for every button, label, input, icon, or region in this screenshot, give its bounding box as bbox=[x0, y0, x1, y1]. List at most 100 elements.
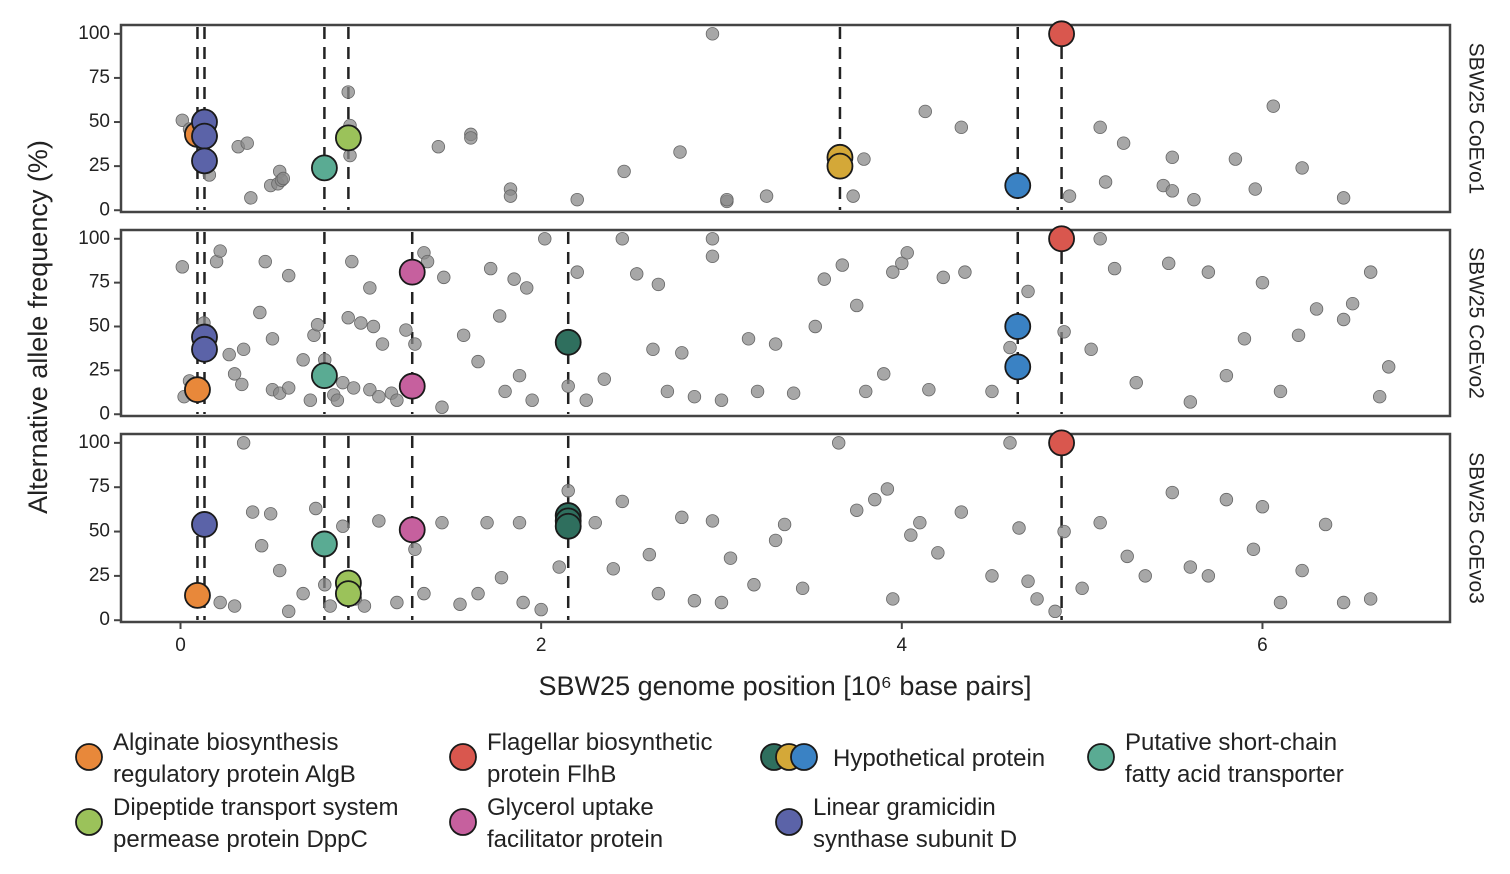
point bbox=[1093, 232, 1107, 246]
point bbox=[282, 604, 296, 619]
point bbox=[831, 436, 846, 450]
legend-item: Linear gramicidin synthase subunit D bbox=[775, 794, 1017, 853]
point bbox=[1246, 542, 1261, 556]
point bbox=[705, 249, 720, 264]
point bbox=[534, 602, 548, 617]
y-tick-label: 0 bbox=[99, 403, 110, 424]
point bbox=[868, 492, 882, 507]
point bbox=[431, 140, 446, 154]
point bbox=[918, 104, 932, 119]
point bbox=[1116, 136, 1131, 150]
point bbox=[1084, 342, 1098, 357]
point bbox=[1138, 569, 1152, 583]
point bbox=[453, 597, 467, 611]
legend-item: Hypothetical protein bbox=[760, 743, 1045, 772]
y-axis-title: Alternative allele frequency (%) bbox=[23, 140, 53, 514]
point bbox=[1201, 569, 1216, 583]
point bbox=[240, 136, 254, 150]
point bbox=[341, 311, 355, 325]
highlight-point bbox=[191, 122, 218, 150]
point bbox=[408, 542, 422, 556]
point bbox=[222, 347, 236, 362]
point bbox=[1120, 549, 1134, 564]
point bbox=[1219, 492, 1234, 507]
point bbox=[1048, 604, 1062, 619]
point bbox=[282, 268, 296, 283]
x-tick-label: 2 bbox=[536, 635, 547, 656]
point bbox=[175, 113, 190, 127]
point bbox=[265, 332, 280, 346]
point bbox=[503, 189, 518, 203]
point bbox=[846, 189, 860, 203]
facet-panel: 0 25 50 75 100 SBW25 CoEvo1 bbox=[78, 20, 1487, 220]
highlight-point bbox=[398, 516, 426, 544]
point bbox=[877, 367, 891, 381]
point bbox=[1093, 515, 1107, 530]
point bbox=[561, 379, 575, 393]
point bbox=[1187, 192, 1201, 207]
point bbox=[245, 505, 260, 519]
point bbox=[227, 367, 242, 381]
legend-item: Flagellar biosynthetic protein FlhB bbox=[449, 729, 712, 788]
point bbox=[859, 384, 873, 399]
point bbox=[759, 189, 774, 203]
point bbox=[1129, 375, 1143, 390]
legend-swatch bbox=[75, 743, 103, 771]
point bbox=[435, 400, 449, 414]
point bbox=[1165, 184, 1179, 198]
point bbox=[236, 342, 251, 357]
legend-label: Linear gramicidin bbox=[813, 794, 996, 821]
x-tick-label: 4 bbox=[897, 635, 908, 656]
legend-label: Putative short-chain bbox=[1125, 729, 1337, 756]
point bbox=[1237, 332, 1252, 346]
legend-swatch bbox=[775, 808, 803, 836]
point bbox=[498, 384, 512, 399]
point bbox=[985, 569, 999, 583]
point bbox=[538, 232, 552, 246]
point bbox=[954, 120, 969, 135]
highlight-point bbox=[334, 580, 362, 608]
point bbox=[1219, 368, 1234, 383]
legend-swatch bbox=[449, 743, 477, 771]
point bbox=[345, 254, 359, 269]
point bbox=[651, 277, 666, 292]
point bbox=[1161, 256, 1176, 271]
point bbox=[931, 546, 945, 560]
point bbox=[1336, 191, 1351, 205]
point bbox=[1183, 395, 1198, 409]
point bbox=[1003, 340, 1017, 355]
point bbox=[516, 595, 530, 610]
point bbox=[354, 316, 368, 330]
point bbox=[303, 393, 318, 407]
legend-swatch bbox=[75, 808, 103, 836]
point bbox=[1291, 328, 1306, 342]
point bbox=[227, 599, 242, 613]
y-tick-label: 75 bbox=[89, 476, 110, 497]
point bbox=[435, 515, 449, 530]
point bbox=[244, 191, 258, 205]
y-tick-label: 75 bbox=[89, 272, 110, 293]
point bbox=[1248, 182, 1262, 196]
point bbox=[660, 384, 675, 399]
y-tick-label: 50 bbox=[89, 316, 110, 337]
y-tick-label: 50 bbox=[89, 111, 110, 132]
y-tick-label: 0 bbox=[99, 609, 110, 630]
point bbox=[318, 578, 332, 592]
point bbox=[1030, 592, 1044, 606]
legend-item: Alginate biosynthesis regulatory protein … bbox=[75, 729, 356, 788]
point bbox=[296, 586, 310, 601]
highlight-point bbox=[1048, 20, 1075, 48]
point bbox=[213, 244, 227, 258]
highlight-point bbox=[398, 372, 426, 400]
point bbox=[310, 318, 325, 332]
point bbox=[213, 595, 227, 610]
point bbox=[1372, 389, 1387, 404]
highlight-point bbox=[554, 328, 582, 356]
point bbox=[336, 519, 350, 533]
point bbox=[1255, 500, 1270, 514]
point bbox=[253, 305, 267, 320]
point bbox=[958, 265, 972, 279]
legend-label: Dipeptide transport system bbox=[113, 794, 398, 821]
point bbox=[705, 27, 720, 41]
point bbox=[1003, 436, 1017, 450]
